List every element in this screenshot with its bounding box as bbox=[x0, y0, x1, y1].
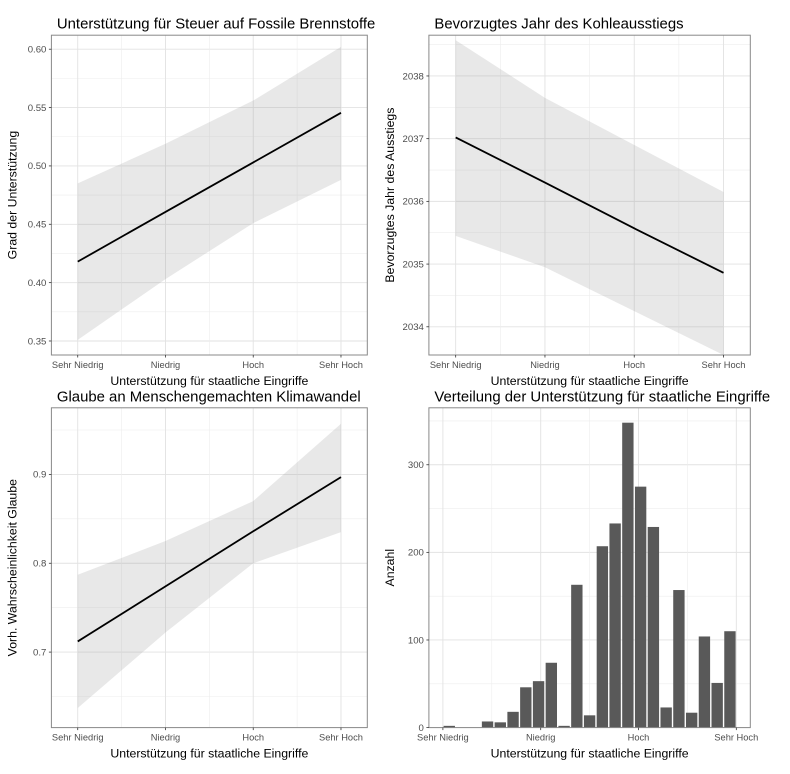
svg-text:Unterstützung für staatliche E: Unterstützung für staatliche Eingriffe bbox=[110, 747, 308, 761]
svg-text:Unterstützung für Steuer auf F: Unterstützung für Steuer auf Fossile Bre… bbox=[57, 17, 375, 33]
svg-text:200: 200 bbox=[408, 548, 424, 559]
svg-text:Verteilung der Unterstützung f: Verteilung der Unterstützung für staatli… bbox=[434, 389, 770, 405]
svg-text:300: 300 bbox=[408, 460, 424, 471]
svg-text:Vorh. Wahrscheinlichkeit Glaub: Vorh. Wahrscheinlichkeit Glaube bbox=[5, 479, 19, 656]
svg-text:Niedrig: Niedrig bbox=[151, 360, 180, 370]
svg-text:0.8: 0.8 bbox=[33, 559, 46, 570]
svg-text:Sehr Niedrig: Sehr Niedrig bbox=[52, 360, 104, 370]
svg-text:Grad der Unterstützung: Grad der Unterstützung bbox=[5, 131, 19, 260]
svg-text:Sehr Hoch: Sehr Hoch bbox=[702, 360, 746, 370]
svg-text:Hoch: Hoch bbox=[628, 733, 650, 743]
svg-text:Anzahl: Anzahl bbox=[383, 549, 397, 587]
svg-text:Glaube an Menschengemachten Kl: Glaube an Menschengemachten Klimawandel bbox=[57, 389, 361, 405]
svg-text:Niedrig: Niedrig bbox=[151, 733, 180, 743]
svg-text:Hoch: Hoch bbox=[623, 360, 645, 370]
svg-text:Sehr Niedrig: Sehr Niedrig bbox=[430, 360, 482, 370]
svg-text:Bevorzugtes Jahr des Kohleauss: Bevorzugtes Jahr des Kohleausstiegs bbox=[434, 17, 683, 33]
svg-text:Sehr Hoch: Sehr Hoch bbox=[714, 733, 758, 743]
svg-text:2038: 2038 bbox=[403, 71, 424, 82]
svg-text:0.40: 0.40 bbox=[28, 278, 47, 289]
svg-text:Bevorzugtes Jahr des Ausstiegs: Bevorzugtes Jahr des Ausstiegs bbox=[383, 108, 397, 283]
svg-text:0.50: 0.50 bbox=[28, 161, 47, 172]
svg-text:100: 100 bbox=[408, 635, 424, 646]
svg-text:0.45: 0.45 bbox=[28, 220, 47, 231]
svg-text:Unterstützung für staatliche E: Unterstützung für staatliche Eingriffe bbox=[491, 747, 689, 761]
svg-text:Sehr Niedrig: Sehr Niedrig bbox=[52, 733, 104, 743]
svg-text:Sehr Hoch: Sehr Hoch bbox=[319, 733, 363, 743]
svg-text:Sehr Niedrig: Sehr Niedrig bbox=[417, 733, 469, 743]
svg-text:2037: 2037 bbox=[403, 134, 424, 145]
svg-text:2035: 2035 bbox=[403, 259, 424, 270]
svg-text:0.60: 0.60 bbox=[28, 45, 47, 56]
svg-text:2036: 2036 bbox=[403, 197, 424, 208]
svg-text:Niedrig: Niedrig bbox=[526, 733, 555, 743]
svg-text:0.9: 0.9 bbox=[33, 470, 46, 481]
svg-text:0.7: 0.7 bbox=[33, 647, 46, 658]
svg-text:Sehr Hoch: Sehr Hoch bbox=[319, 360, 363, 370]
svg-text:Unterstützung für staatliche E: Unterstützung für staatliche Eingriffe bbox=[110, 374, 308, 388]
svg-text:Hoch: Hoch bbox=[242, 733, 264, 743]
svg-text:Niedrig: Niedrig bbox=[530, 360, 559, 370]
svg-text:2034: 2034 bbox=[403, 322, 425, 333]
svg-text:0.35: 0.35 bbox=[28, 336, 47, 347]
svg-text:Unterstützung für staatliche E: Unterstützung für staatliche Eingriffe bbox=[491, 374, 689, 388]
svg-text:Hoch: Hoch bbox=[242, 360, 264, 370]
svg-text:0.55: 0.55 bbox=[28, 103, 47, 114]
